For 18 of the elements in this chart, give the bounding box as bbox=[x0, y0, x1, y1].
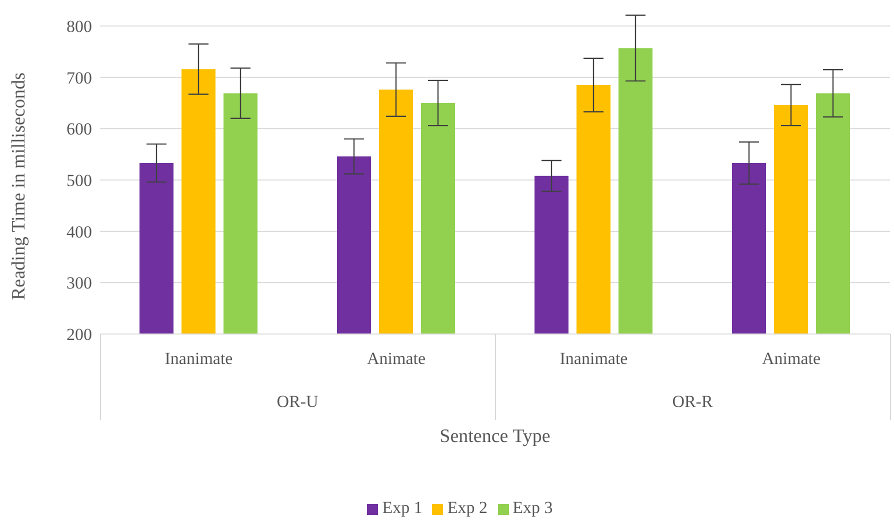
y-tick-label: 300 bbox=[66, 274, 92, 293]
y-axis-title: Reading Time in milliseconds bbox=[8, 72, 30, 300]
legend-label: Exp 2 bbox=[447, 498, 488, 517]
y-tick-label: 200 bbox=[66, 325, 92, 344]
x-tick-label: Animate bbox=[366, 349, 426, 368]
x-tick-label: Animate bbox=[762, 349, 821, 368]
y-tick-label: 700 bbox=[66, 68, 92, 88]
legend-label: Exp 3 bbox=[512, 498, 553, 517]
y-tick-label: 800 bbox=[66, 17, 92, 36]
y-tick-label: 500 bbox=[66, 171, 92, 190]
x-axis-title: Sentence Type bbox=[440, 426, 550, 447]
y-tick-label: 400 bbox=[66, 222, 92, 242]
text: OR-R bbox=[671, 392, 714, 412]
y-tick-label: 600 bbox=[66, 120, 92, 139]
text: OR-U bbox=[276, 392, 320, 412]
x-tick-label: Inanimate bbox=[560, 349, 628, 368]
x-tick-label: Inanimate bbox=[164, 349, 233, 368]
legend-label: Exp 1 bbox=[382, 498, 422, 517]
